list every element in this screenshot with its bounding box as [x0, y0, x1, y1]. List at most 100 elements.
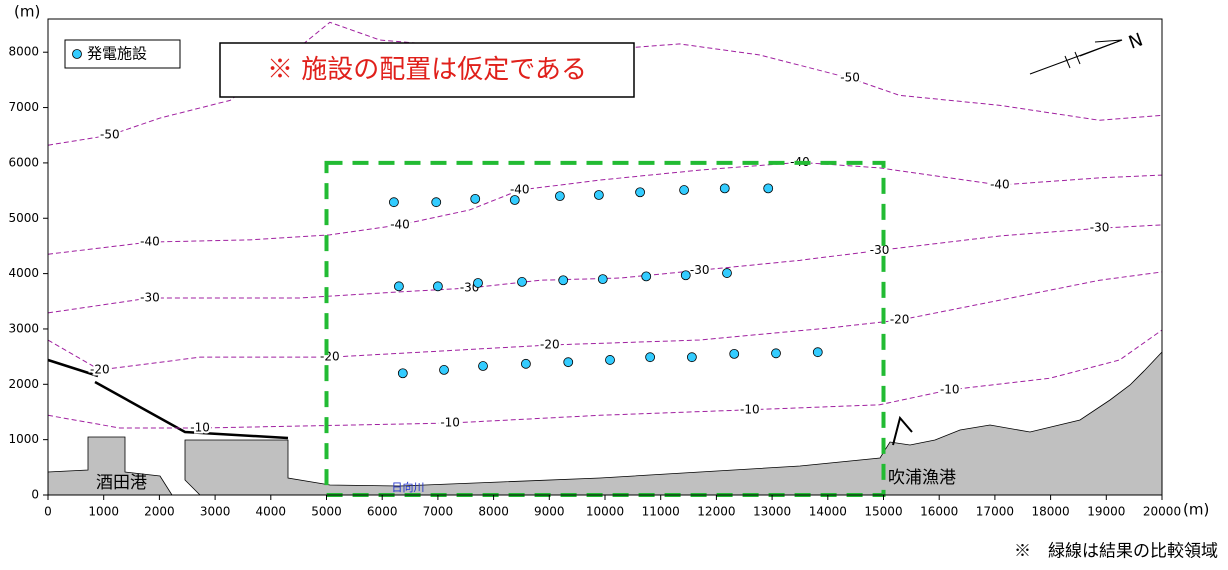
- facility-point: [680, 270, 691, 281]
- facility-point: [478, 361, 488, 371]
- facility-point: [729, 348, 740, 359]
- x-tick-label: 0: [44, 505, 52, 519]
- contour-label: -20: [90, 362, 110, 376]
- y-tick-label: 2000: [8, 377, 39, 391]
- facility-point: [521, 358, 531, 369]
- comparison-area: [324, 160, 886, 497]
- x-tick-label: 2000: [144, 505, 175, 519]
- facility-point: [509, 195, 520, 205]
- x-tick-label: 10000: [586, 505, 624, 519]
- contour-label: -10: [940, 382, 960, 396]
- y-tick-label: 7000: [8, 100, 39, 114]
- y-tick-label: 4000: [8, 266, 39, 280]
- facility-point: [763, 183, 774, 194]
- facility-point: [470, 193, 481, 204]
- facility-point: [554, 191, 565, 202]
- x-tick-label: 15000: [864, 505, 902, 519]
- facility-point: [593, 190, 604, 200]
- facility-point: [394, 281, 404, 292]
- contour-label: -40: [990, 178, 1010, 192]
- y-tick-label: 6000: [8, 155, 39, 169]
- contour-label: -40: [390, 217, 410, 231]
- x-tick-label: 5000: [311, 505, 342, 519]
- x-tick-label: 14000: [809, 505, 847, 519]
- legend-box: [64, 39, 181, 69]
- contour-label: -10: [740, 402, 760, 416]
- facility-point: [645, 352, 656, 363]
- north-tick: [1064, 55, 1071, 69]
- land: [184, 350, 1163, 496]
- x-tick-label: 12000: [697, 505, 735, 519]
- contour-label: -30: [870, 243, 890, 257]
- facility-point: [686, 352, 697, 363]
- facility-point: [679, 185, 689, 195]
- breakwater: [892, 415, 913, 446]
- place-label: 吹浦漁港: [888, 468, 956, 488]
- contour-label: -10: [190, 421, 210, 435]
- place-label: 酒田港: [96, 473, 147, 493]
- contour-line: [47, 224, 1163, 314]
- y-tick-label: 0: [31, 488, 39, 502]
- plot: -50-50-40-40-40-40-40-30-30-30-30-30-20-…: [47, 21, 1163, 497]
- facility-point: [605, 355, 615, 365]
- facility-point: [432, 281, 443, 292]
- place-label: 日向川: [392, 480, 425, 494]
- x-tick-label: 8000: [478, 505, 509, 519]
- facility-point: [439, 365, 449, 375]
- x-tick-label: 20000: [1143, 505, 1181, 519]
- facility-point: [431, 197, 442, 208]
- x-tick-label: 19000: [1087, 505, 1125, 519]
- x-tick-label: 9000: [534, 505, 565, 519]
- north-tick: [1074, 51, 1081, 65]
- contour-line: [47, 271, 1163, 371]
- contour-label: -30: [1090, 221, 1110, 235]
- contour-label: -10: [440, 416, 460, 430]
- contour-label: -20: [540, 338, 560, 352]
- facility-point: [719, 183, 730, 194]
- facility-point: [388, 197, 399, 208]
- contour-label: -20: [890, 313, 910, 327]
- land: [47, 436, 173, 496]
- x-tick-label: 3000: [200, 505, 231, 519]
- facility-point: [597, 274, 608, 285]
- facility-point: [771, 348, 781, 359]
- caption: ※ 緑線は結果の比較領域: [1014, 542, 1218, 562]
- x-tick-label: 11000: [642, 505, 680, 519]
- x-axis-label: (m): [1183, 501, 1209, 519]
- north-label: N: [1126, 29, 1146, 53]
- x-tick-label: 13000: [753, 505, 791, 519]
- x-tick-label: 7000: [423, 505, 454, 519]
- y-tick-label: 5000: [8, 211, 39, 225]
- contour-line: [47, 329, 1163, 429]
- facility-point: [635, 187, 645, 198]
- facility-point: [722, 268, 732, 278]
- note: ※ 施設の配置は仮定である: [267, 55, 587, 85]
- x-tick-label: 18000: [1032, 505, 1070, 519]
- y-tick-label: 1000: [8, 432, 39, 446]
- legend-marker: [72, 49, 82, 59]
- contour-label: -50: [840, 71, 860, 85]
- facility-point: [563, 357, 574, 368]
- facility-point: [641, 271, 652, 282]
- x-tick-label: 1000: [88, 505, 119, 519]
- contour-label: -50: [100, 128, 120, 142]
- contour-label: -40: [510, 183, 530, 197]
- x-tick-label: 17000: [976, 505, 1014, 519]
- contour-line: [47, 161, 1163, 255]
- north-head: [1079, 39, 1123, 57]
- note-box: [219, 42, 635, 98]
- facility-point: [517, 277, 527, 287]
- breakwater: [94, 380, 289, 440]
- y-tick-label: 3000: [8, 321, 39, 335]
- breakwater: [47, 358, 99, 378]
- x-tick-label: 6000: [367, 505, 398, 519]
- x-tick-label: 16000: [920, 505, 958, 519]
- x-tick-label: 4000: [256, 505, 287, 519]
- contour-line: [47, 21, 1163, 146]
- legend-label: 発電施設: [87, 45, 147, 63]
- facility-point: [397, 368, 408, 379]
- y-tick-label: 8000: [8, 45, 39, 59]
- facility-point: [473, 278, 483, 288]
